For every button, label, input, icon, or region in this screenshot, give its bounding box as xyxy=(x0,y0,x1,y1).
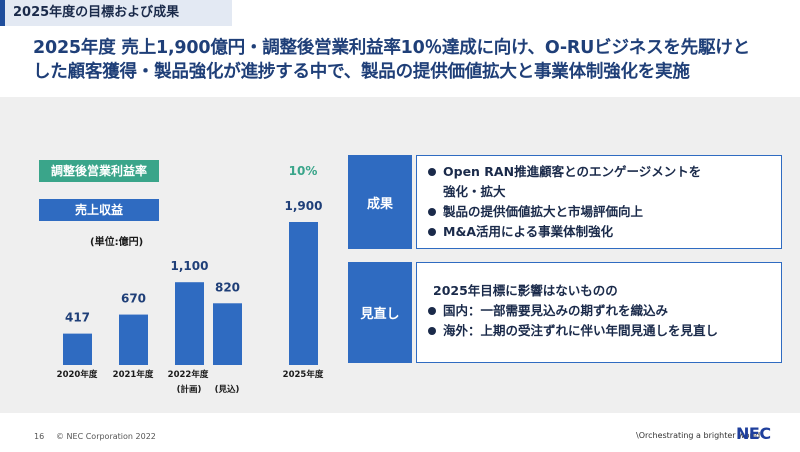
value-label-2022-forecast: 820 xyxy=(215,280,240,294)
revenue-legend-label: 売上収益 xyxy=(39,199,159,221)
copyright: © NEC Corporation 2022 xyxy=(56,432,156,441)
nec-logo: NEC xyxy=(736,424,771,443)
outlook-item-1: 国内：一部需要見込みの期ずれを織込み xyxy=(427,301,771,321)
outlook-box: 2025年目標に影響はないものの 国内：一部需要見込みの期ずれを織込み 海外：上… xyxy=(416,262,782,363)
page-number: 16 xyxy=(34,432,45,441)
category-label-forecast: (見込) xyxy=(215,384,240,395)
headline-line-2: した顧客獲得・製品強化が進捗する中で、製品の提供価値拡大と事業体制強化を実施 xyxy=(33,62,690,82)
results-heading: 成果 xyxy=(348,155,412,249)
value-label-2021: 670 xyxy=(121,292,146,306)
unit-label: (単位:億円) xyxy=(90,237,144,248)
headline-line-1: 2025年度 売上1,900億円・調整後営業利益率10％達成に向け、O-RUビジ… xyxy=(33,38,750,58)
margin-label-2025: 10% xyxy=(289,164,318,178)
outlook-heading: 見直し xyxy=(348,262,412,363)
value-label-2022-plan: 1,100 xyxy=(171,259,209,273)
section-tab-title: 2025年度の目標および成果 xyxy=(0,0,232,26)
margin-legend-label: 調整後営業利益率 xyxy=(39,160,159,182)
bar-2020 xyxy=(63,333,92,365)
outlook-item-2: 海外：上期の受注ずれに伴い年間見通しを見直し xyxy=(427,321,771,341)
value-label-2020: 417 xyxy=(65,311,90,325)
value-label-2025: 1,900 xyxy=(285,199,323,213)
results-item-3: M&A活用による事業体制強化 xyxy=(427,222,771,242)
bar-2022-plan xyxy=(175,282,204,365)
page-headline: 2025年度 売上1,900億円・調整後営業利益率10％達成に向け、O-RUビジ… xyxy=(33,36,793,84)
bar-2025 xyxy=(289,222,318,365)
tagline: \Orchestrating a brighter world xyxy=(636,431,761,440)
results-item-2: 製品の提供価値拡大と市場評価向上 xyxy=(427,202,771,222)
category-label-2025: 2025年度 xyxy=(283,369,324,380)
category-label-2020: 2020年度 xyxy=(57,369,98,380)
results-item-1-cont: 強化・拡大 xyxy=(443,184,506,199)
bar-2021 xyxy=(119,314,148,365)
category-label-2021: 2021年度 xyxy=(113,369,154,380)
category-label-plan: (計画) xyxy=(177,384,202,395)
outlook-lead: 2025年目標に影響はないものの xyxy=(433,283,618,298)
results-box: Open RAN推進顧客とのエンゲージメントを 強化・拡大 製品の提供価値拡大と… xyxy=(416,155,782,249)
results-item-1: Open RAN推進顧客とのエンゲージメントを xyxy=(427,162,771,182)
category-label-2022: 2022年度 xyxy=(168,369,209,380)
bar-2022-forecast xyxy=(213,303,242,365)
